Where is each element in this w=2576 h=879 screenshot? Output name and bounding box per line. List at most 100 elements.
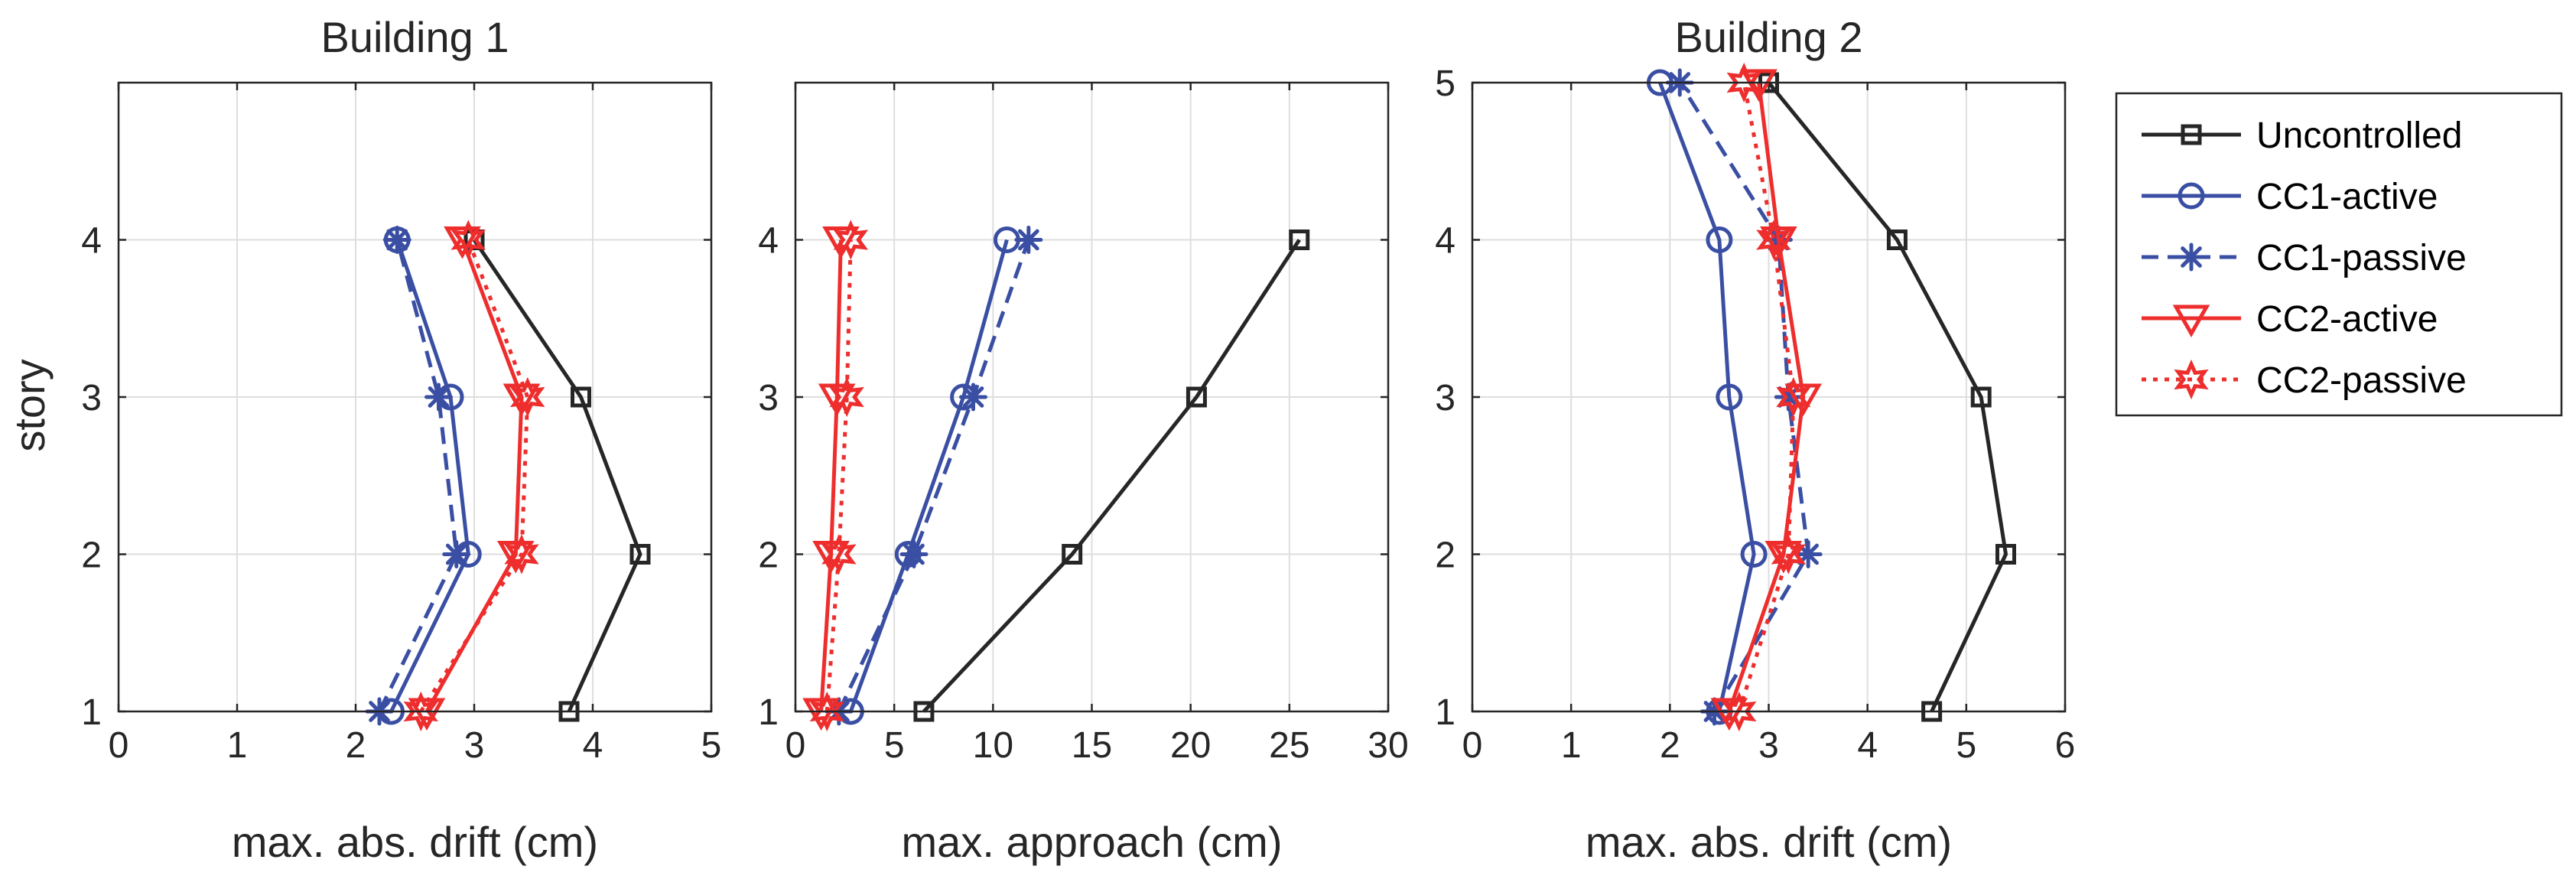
data-point-uncontrolled xyxy=(571,386,591,408)
data-point-cc2_passive xyxy=(510,376,545,418)
series-line-cc2_passive xyxy=(1737,82,1796,712)
data-point-uncontrolled xyxy=(1289,230,1310,250)
legend-entry-cc2_passive: CC2-passive xyxy=(2142,359,2467,401)
legend-entry-cc2_active: CC2-active xyxy=(2142,299,2438,340)
legend-entry-cc1_active: CC1-active xyxy=(2142,177,2438,217)
data-point-cc1_active xyxy=(1740,541,1768,568)
data-point-cc1_passive xyxy=(424,383,453,412)
axes-frame xyxy=(1471,81,2067,713)
y-tick-label: 2 xyxy=(1435,536,1456,576)
axes-frame xyxy=(117,81,713,713)
data-point-cc2_passive xyxy=(821,534,857,575)
legend-marker-circle xyxy=(2178,182,2205,210)
y-tick-label: 4 xyxy=(758,221,779,262)
series-layer xyxy=(365,220,651,732)
legend-label: CC1-active xyxy=(2256,177,2438,217)
data-point-cc2_passive xyxy=(1726,62,1761,103)
x-tick-label: 1 xyxy=(227,725,248,766)
chart-panel-2: 0 5 10 15 20 25 30 1 2 3 4 max. approach (cm) xyxy=(758,81,1409,866)
data-point-cc1_passive xyxy=(382,226,411,254)
series-line-cc1_active xyxy=(389,239,470,713)
data-point-cc2_active xyxy=(802,698,840,731)
data-point-cc2_active xyxy=(444,226,481,259)
data-point-cc2_active xyxy=(812,541,850,574)
x-tick-label: 5 xyxy=(884,725,905,766)
y-axis-label: story xyxy=(5,359,54,451)
y-tick-label: 3 xyxy=(758,378,779,418)
x-tick-label: 6 xyxy=(2055,725,2076,766)
x-tick-label: 4 xyxy=(583,725,603,766)
data-point-cc2_passive xyxy=(1756,220,1791,260)
data-point-uncontrolled xyxy=(1186,386,1207,408)
data-point-cc1_passive xyxy=(899,540,929,568)
series-line-uncontrolled xyxy=(472,239,642,713)
data-point-uncontrolled xyxy=(1062,544,1083,565)
legend-marker-square xyxy=(2181,124,2202,145)
series-line-cc1_active xyxy=(1658,82,1756,712)
series-line-uncontrolled xyxy=(922,239,1301,713)
legend-items: Uncontrolled CC1-active CC1-passive CC2-act… xyxy=(2142,116,2467,401)
legend-label: CC2-passive xyxy=(2256,360,2467,401)
y-tick-label: 3 xyxy=(1435,378,1456,418)
y-tick-label: 4 xyxy=(1435,221,1456,262)
legend-label: CC1-passive xyxy=(2256,238,2467,278)
series-line-cc1_active xyxy=(848,239,1009,712)
data-point-cc1_passive xyxy=(1014,226,1043,254)
x-axis-label: max. approach (cm) xyxy=(902,818,1283,866)
data-point-cc1_passive xyxy=(1774,383,1803,412)
y-tick-label: 1 xyxy=(1435,692,1456,733)
legend-marker-triangle xyxy=(2172,304,2210,338)
x-axis-label: max. abs. drift (cm) xyxy=(232,818,598,866)
data-point-cc2_active xyxy=(818,383,856,417)
x-tick-label: 0 xyxy=(1462,725,1483,766)
data-point-cc1_passive xyxy=(442,540,471,568)
legend-label: Uncontrolled xyxy=(2256,116,2462,156)
x-axis-label: max. abs. drift (cm) xyxy=(1586,818,1952,866)
legend-label: CC2-active xyxy=(2256,299,2438,340)
data-point-uncontrolled xyxy=(629,544,651,565)
data-point-cc2_passive xyxy=(403,691,438,732)
data-point-cc2_active xyxy=(1710,698,1748,731)
data-point-cc2_passive xyxy=(504,534,539,575)
x-tick-label: 30 xyxy=(1368,725,1408,766)
data-point-cc2_passive xyxy=(809,691,845,732)
series-line-cc1_passive xyxy=(377,239,459,713)
x-tick-label: 1 xyxy=(1561,725,1582,766)
x-tick-label: 15 xyxy=(1072,725,1112,766)
y-tick-label: 1 xyxy=(758,692,779,733)
data-point-cc2_passive xyxy=(829,376,864,418)
x-tick-label: 0 xyxy=(785,725,806,766)
x-tick-label: 5 xyxy=(701,725,722,766)
data-point-cc1_passive xyxy=(959,383,987,412)
x-tick-label: 3 xyxy=(464,725,485,766)
data-point-cc1_passive xyxy=(1794,540,1823,568)
x-tick-label: 25 xyxy=(1269,725,1309,766)
data-point-uncontrolled xyxy=(1995,544,2016,565)
data-point-cc2_passive xyxy=(833,220,869,260)
x-tick-label: 5 xyxy=(1956,725,1976,766)
axes-frame xyxy=(794,81,1390,713)
legend-entry-cc1_passive: CC1-passive xyxy=(2142,238,2467,278)
series-line-cc2_passive xyxy=(419,239,530,713)
chart-title: Building 1 xyxy=(321,13,509,61)
data-point-cc2_passive xyxy=(1776,376,1811,418)
x-tick-label: 4 xyxy=(1857,725,1878,766)
y-tick-label: 1 xyxy=(81,692,102,733)
data-point-uncontrolled xyxy=(1970,386,1992,408)
x-tick-label: 3 xyxy=(1758,725,1779,766)
data-point-cc2_active xyxy=(1784,383,1823,417)
data-point-uncontrolled xyxy=(1886,230,1908,250)
x-tick-label: 20 xyxy=(1170,725,1211,766)
legend-marker-hexagram xyxy=(2174,359,2209,400)
x-tick-label: 10 xyxy=(973,725,1013,766)
series-line-cc1_passive xyxy=(837,239,1031,713)
series-line-uncontrolled xyxy=(1767,81,2008,713)
x-tick-label: 2 xyxy=(1660,725,1680,766)
series-line-cc2_active xyxy=(819,239,843,712)
data-point-cc2_passive xyxy=(1771,534,1807,575)
